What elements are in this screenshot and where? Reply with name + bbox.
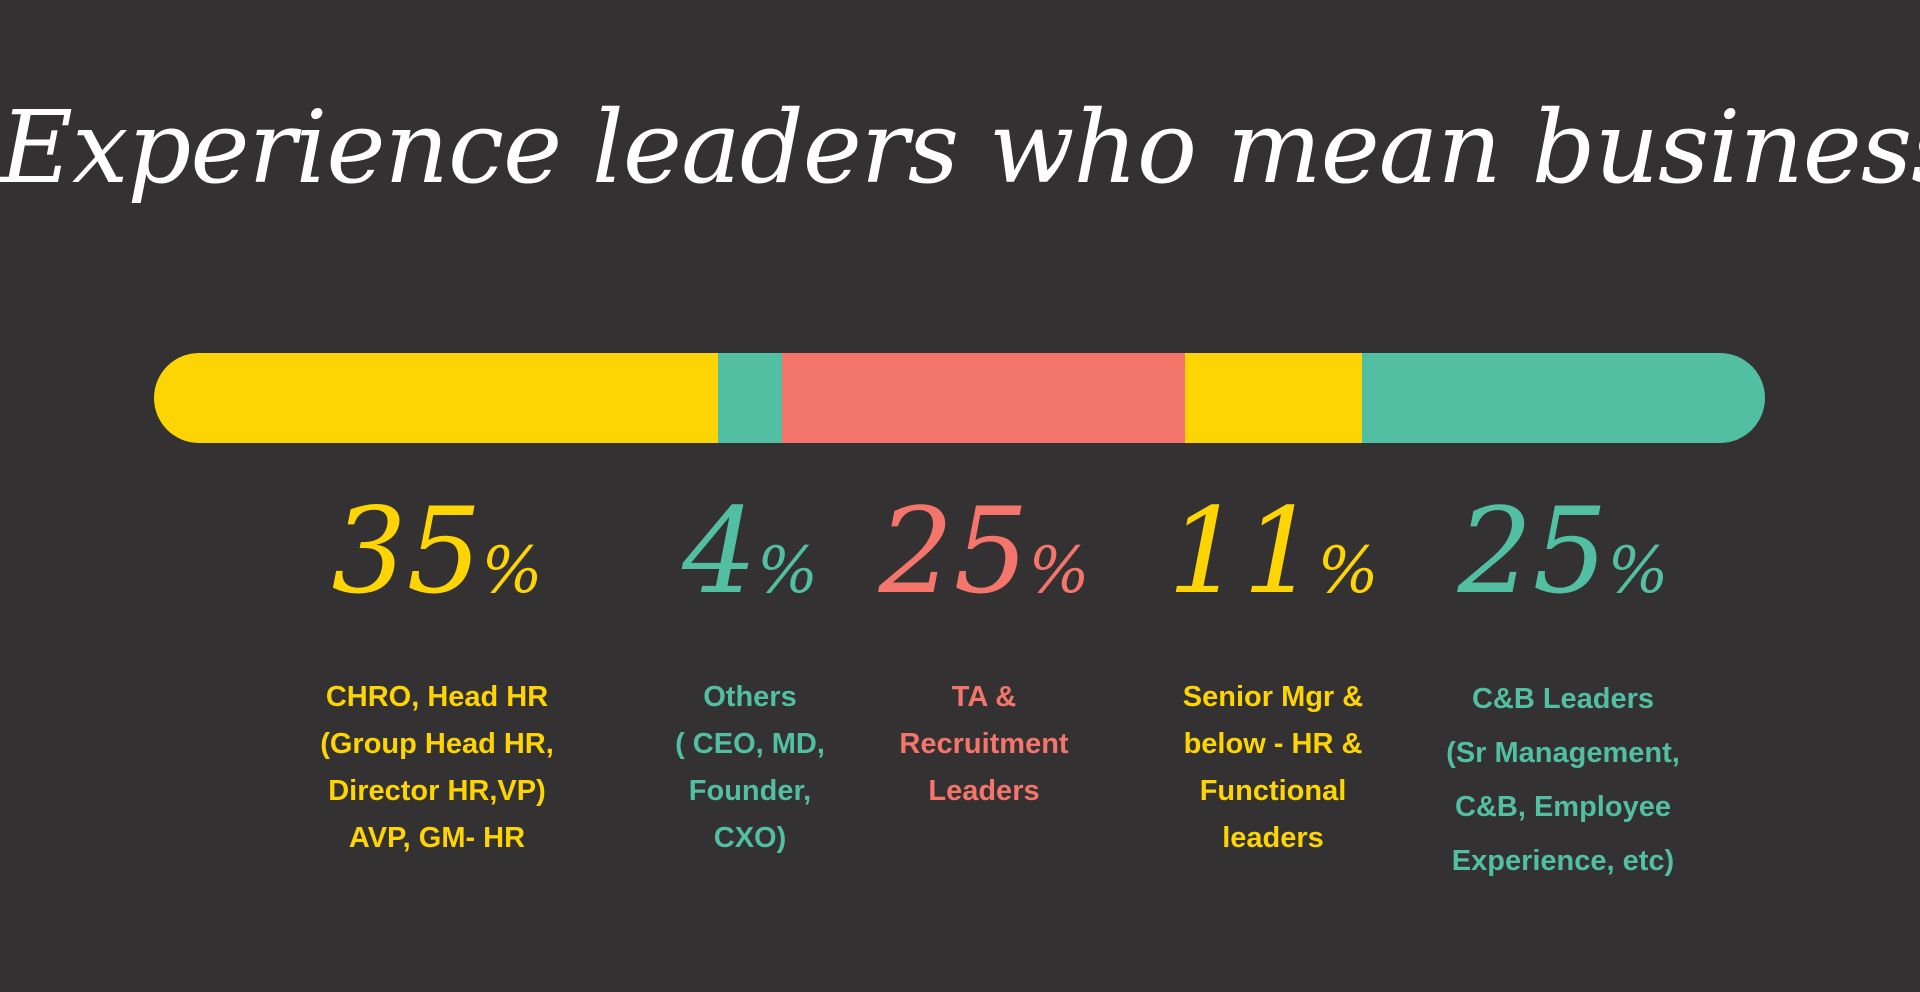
label-line: (Sr Management, (1446, 737, 1680, 769)
stat-label: CHRO, Head HR (Group Head HR, Director H… (267, 674, 607, 862)
stat-label: C&B Leaders (Sr Management, C&B, Employe… (1393, 672, 1733, 888)
percent-sign: % (1607, 534, 1669, 608)
percent-number: 35 (331, 482, 482, 620)
bar-segment-chro (154, 353, 718, 443)
label-line: Founder, (688, 775, 812, 807)
label-line: Recruitment (899, 728, 1069, 760)
stacked-bar (154, 353, 1765, 443)
label-line: Experience, etc) (1451, 845, 1675, 877)
percent-value: 35% (267, 492, 607, 622)
bar-segment-ta-recruitment (782, 353, 1186, 443)
label-line: Others (703, 681, 797, 713)
percent-number: 4 (682, 482, 758, 620)
label-line: below - HR & (1183, 728, 1363, 760)
bar-segment-senior-mgr (1185, 353, 1363, 443)
percent-value: 4% (580, 492, 920, 622)
label-line: Senior Mgr & (1182, 681, 1364, 713)
stat-cb-leaders: 25% C&B Leaders (Sr Management, C&B, Emp… (1393, 492, 1733, 888)
label-line: C&B, Employee (1455, 791, 1671, 823)
percent-sign: % (481, 534, 543, 608)
percent-sign: % (1317, 534, 1379, 608)
bar-segment-cb-leaders (1362, 353, 1765, 443)
label-line: C&B Leaders (1471, 683, 1655, 715)
stat-label: TA & Recruitment Leaders (814, 674, 1154, 815)
percent-sign: % (757, 534, 818, 608)
percent-value: 11% (1103, 492, 1443, 622)
stat-chro: 35% CHRO, Head HR (Group Head HR, Direct… (267, 492, 607, 862)
bar-segment-others (717, 353, 783, 443)
stat-senior-mgr: 11% Senior Mgr & below - HR & Functional… (1103, 492, 1443, 862)
stat-others: 4% Others ( CEO, MD, Founder, CXO) (580, 492, 920, 862)
percent-value: 25% (1393, 492, 1733, 622)
label-line: ( CEO, MD, (675, 728, 825, 760)
label-line: AVP, GM- HR (348, 822, 526, 854)
label-line: leaders (1222, 822, 1324, 854)
label-line: Leaders (928, 775, 1040, 807)
chart-title: Experience leaders who mean business (0, 89, 1920, 206)
label-line: CHRO, Head HR (325, 681, 549, 713)
stat-ta-recruitment: 25% TA & Recruitment Leaders (814, 492, 1154, 815)
stat-label: Senior Mgr & below - HR & Functional lea… (1103, 674, 1443, 862)
percent-number: 25 (1457, 482, 1608, 620)
percent-number: 25 (878, 482, 1029, 620)
percent-number: 11 (1167, 482, 1318, 620)
percent-sign: % (1028, 534, 1090, 608)
label-line: (Group Head HR, (320, 728, 554, 760)
label-line: TA & (951, 681, 1017, 713)
label-line: Functional (1199, 775, 1347, 807)
label-line: CXO) (713, 822, 787, 854)
label-line: Director HR,VP) (328, 775, 546, 807)
stat-label: Others ( CEO, MD, Founder, CXO) (580, 674, 920, 862)
percent-value: 25% (814, 492, 1154, 622)
